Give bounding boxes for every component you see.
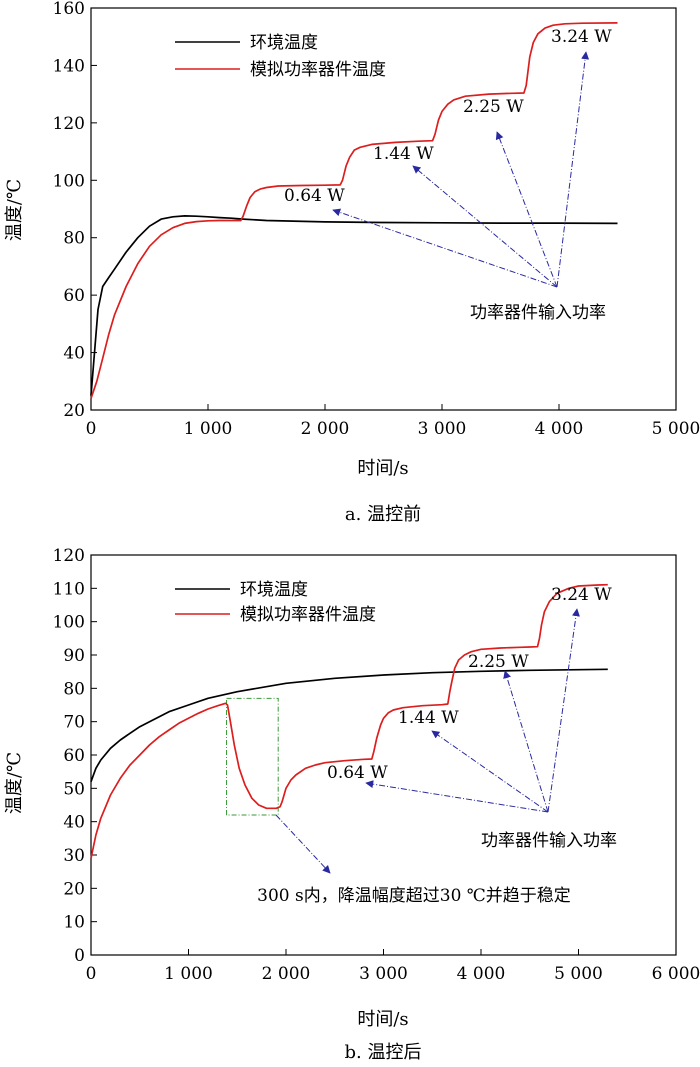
ytick-label-a: 140 bbox=[53, 56, 85, 76]
callout-arrow-b bbox=[275, 814, 331, 874]
ytick-label-b: 110 bbox=[53, 579, 85, 599]
ytick-label-b: 40 bbox=[63, 813, 85, 833]
ylabel-b: 温度/℃ bbox=[4, 752, 25, 814]
power-arrow-a bbox=[556, 51, 590, 288]
ytick-label-a: 100 bbox=[53, 171, 85, 191]
xtick-label-b: 1 000 bbox=[164, 964, 213, 984]
series-line-a-device bbox=[90, 22, 618, 399]
xtick-label-a: 1 000 bbox=[184, 419, 233, 439]
xtick-label-b: 4 000 bbox=[457, 964, 506, 984]
power-label-a: 0.64 W bbox=[284, 186, 345, 206]
power-arrow-b bbox=[365, 780, 549, 813]
ytick-label-b: 50 bbox=[63, 779, 85, 799]
xtick-label-a: 2 000 bbox=[301, 419, 350, 439]
series-line-a-env bbox=[90, 215, 618, 396]
legend-b-device-label: 模拟功率器件温度 bbox=[240, 605, 376, 625]
ytick-label-a: 40 bbox=[63, 344, 85, 364]
xlabel-b: 时间/s bbox=[357, 1009, 408, 1030]
chart-b: 温度/℃ 时间/s b. 温控后 环境温度 模拟功率器件温度 0 10 20 30 40… bbox=[4, 546, 700, 1063]
xtick-label-b: 3 000 bbox=[359, 964, 408, 984]
xtick-label-a: 4 000 bbox=[535, 419, 584, 439]
xtick-label-b: 5 000 bbox=[554, 964, 603, 984]
ytick-label-b: 60 bbox=[63, 746, 85, 766]
legend-a: 环境温度 模拟功率器件温度 bbox=[175, 33, 386, 80]
power-arrow-b bbox=[547, 608, 580, 813]
caption-b: b. 温控后 bbox=[345, 1042, 422, 1063]
ytick-label-a: 160 bbox=[53, 0, 85, 19]
power-arrow-a bbox=[412, 165, 558, 288]
xtick-label-a: 3 000 bbox=[418, 419, 467, 439]
ytick-label-a: 20 bbox=[63, 401, 85, 421]
xtick-label-a: 0 bbox=[86, 419, 97, 439]
power-arrow-a bbox=[332, 208, 558, 288]
power-label-b: 0.64 W bbox=[327, 763, 388, 783]
ytick-label-b: 20 bbox=[63, 879, 85, 899]
power-input-label-a: 功率器件输入功率 bbox=[470, 303, 606, 323]
power-arrow-a bbox=[495, 131, 558, 288]
highlight-box-b bbox=[226, 697, 279, 816]
ytick-label-a: 60 bbox=[63, 286, 85, 306]
power-label-a: 3.24 W bbox=[551, 27, 612, 47]
power-label-b: 2.25 W bbox=[468, 652, 529, 672]
xlabel-a: 时间/s bbox=[357, 458, 408, 479]
ytick-label-a: 80 bbox=[63, 229, 85, 249]
legend-b: 环境温度 模拟功率器件温度 bbox=[175, 580, 376, 625]
series-line-b-env bbox=[90, 668, 608, 782]
ytick-label-b: 10 bbox=[63, 913, 85, 933]
legend-a-device-label: 模拟功率器件温度 bbox=[250, 60, 386, 80]
series-line-b-device bbox=[90, 583, 608, 859]
ytick-label-b: 100 bbox=[53, 613, 85, 633]
callout-label-b: 300 s内，降温幅度超过30 ℃并趋于稳定 bbox=[257, 886, 571, 906]
legend-a-env-label: 环境温度 bbox=[250, 33, 318, 53]
power-label-b: 3.24 W bbox=[551, 585, 612, 605]
xtick-label-b: 2 000 bbox=[262, 964, 311, 984]
ytick-label-b: 80 bbox=[63, 679, 85, 699]
chart-a: 温度/℃ 时间/s a. 温控前 环境温度 模拟功率器件温度 20 40 60 80 1… bbox=[4, 0, 700, 525]
power-arrow-b bbox=[503, 670, 549, 813]
ytick-label-b: 90 bbox=[63, 646, 85, 666]
xtick-label-a: 5 000 bbox=[652, 419, 700, 439]
power-label-a: 2.25 W bbox=[463, 97, 524, 117]
plot-frame-a bbox=[90, 7, 677, 411]
ytick-label-b: 120 bbox=[53, 546, 85, 566]
ytick-label-b: 30 bbox=[63, 846, 85, 866]
ytick-label-a: 120 bbox=[53, 114, 85, 134]
ytick-label-b: 0 bbox=[74, 946, 85, 966]
power-label-b: 1.44 W bbox=[398, 708, 459, 728]
xtick-label-b: 6 000 bbox=[652, 964, 700, 984]
ytick-label-b: 70 bbox=[63, 713, 85, 733]
ylabel-a: 温度/℃ bbox=[4, 179, 25, 241]
power-label-a: 1.44 W bbox=[373, 144, 434, 164]
power-arrow-b bbox=[431, 730, 549, 813]
xtick-label-b: 0 bbox=[86, 964, 97, 984]
legend-b-env-label: 环境温度 bbox=[240, 580, 308, 600]
caption-a: a. 温控前 bbox=[345, 504, 421, 525]
power-input-label-b: 功率器件输入功率 bbox=[481, 831, 617, 851]
